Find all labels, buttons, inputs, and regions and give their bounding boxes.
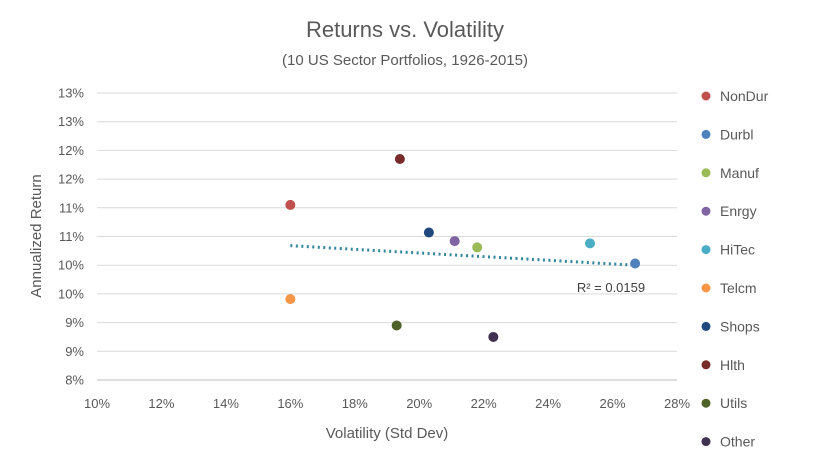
y-tick-label: 11% — [59, 200, 84, 215]
point-manuf — [472, 242, 483, 253]
legend-marker-nondur — [701, 91, 711, 101]
point-utils — [391, 320, 402, 331]
point-durbl — [630, 258, 641, 269]
x-tick-label: 24% — [535, 396, 561, 411]
x-tick-label: 14% — [213, 396, 239, 411]
legend-label-durbl: Durbl — [720, 126, 753, 142]
legend-marker-hlth — [701, 360, 711, 370]
x-tick-label: 18% — [342, 396, 368, 411]
y-tick-label: 13% — [58, 86, 84, 101]
point-other — [488, 331, 499, 342]
legend-label-hlth: Hlth — [720, 357, 745, 373]
x-axis-title: Volatility (Std Dev) — [326, 425, 449, 442]
x-tick-label: 16% — [277, 396, 303, 411]
point-nondur — [285, 199, 296, 210]
y-tick-label: 9% — [65, 315, 84, 330]
y-tick-label: 10% — [58, 286, 84, 301]
legend: NonDur Durbl Manuf Enrgy HiTec Telcm Shops Hlth… — [701, 88, 769, 450]
gridlines — [97, 92, 677, 381]
y-tick-label: 10% — [58, 258, 84, 273]
legend-marker-other — [701, 437, 711, 447]
y-tick-label: 12% — [58, 143, 84, 158]
legend-label-shops: Shops — [720, 318, 760, 334]
trendline — [290, 244, 636, 267]
chart-subtitle: (10 US Sector Portfolios, 1926-2015) — [282, 52, 528, 69]
legend-label-hitec: HiTec — [720, 242, 755, 258]
chart-title: Returns vs. Volatility — [306, 17, 504, 42]
legend-label-manuf: Manuf — [720, 165, 759, 181]
y-tick-label: 12% — [58, 172, 84, 187]
x-tick-label: 28% — [664, 396, 690, 411]
point-hlth — [394, 154, 405, 165]
x-tick-label: 12% — [148, 396, 174, 411]
y-tick-label: 9% — [65, 344, 84, 359]
legend-label-nondur: NonDur — [720, 88, 769, 104]
legend-label-utils: Utils — [720, 395, 747, 411]
y-tick-label: 8% — [65, 373, 84, 388]
legend-marker-hitec — [701, 245, 711, 255]
y-tick-label: 11% — [59, 229, 84, 244]
axes: 8% 9% 9% 10% 10% 11% 11% 12% 12% 13% 13% 10% 12% 14% 1… — [58, 86, 690, 412]
data-points — [285, 154, 641, 342]
x-tick-label: 26% — [600, 396, 626, 411]
legend-marker-shops — [701, 321, 711, 331]
y-tick-label: 13% — [58, 114, 84, 129]
point-hitec — [585, 238, 595, 249]
trendline-group: R² = 0.0159 — [290, 244, 645, 295]
legend-label-enrgy: Enrgy — [720, 203, 757, 219]
x-tick-label: 10% — [84, 396, 110, 411]
point-telcm — [285, 294, 296, 305]
legend-marker-durbl — [701, 129, 711, 139]
point-shops — [423, 227, 434, 238]
r-squared-label: R² = 0.0159 — [577, 280, 645, 295]
legend-marker-manuf — [701, 168, 711, 178]
x-tick-label: 22% — [471, 396, 497, 411]
legend-marker-telcm — [701, 283, 711, 293]
x-tick-label: 20% — [406, 396, 432, 411]
y-axis-title: Annualized Return — [28, 174, 45, 297]
legend-label-telcm: Telcm — [720, 280, 757, 296]
legend-label-other: Other — [720, 434, 755, 450]
legend-marker-enrgy — [701, 206, 711, 216]
point-enrgy — [449, 236, 460, 247]
legend-marker-utils — [701, 398, 711, 408]
